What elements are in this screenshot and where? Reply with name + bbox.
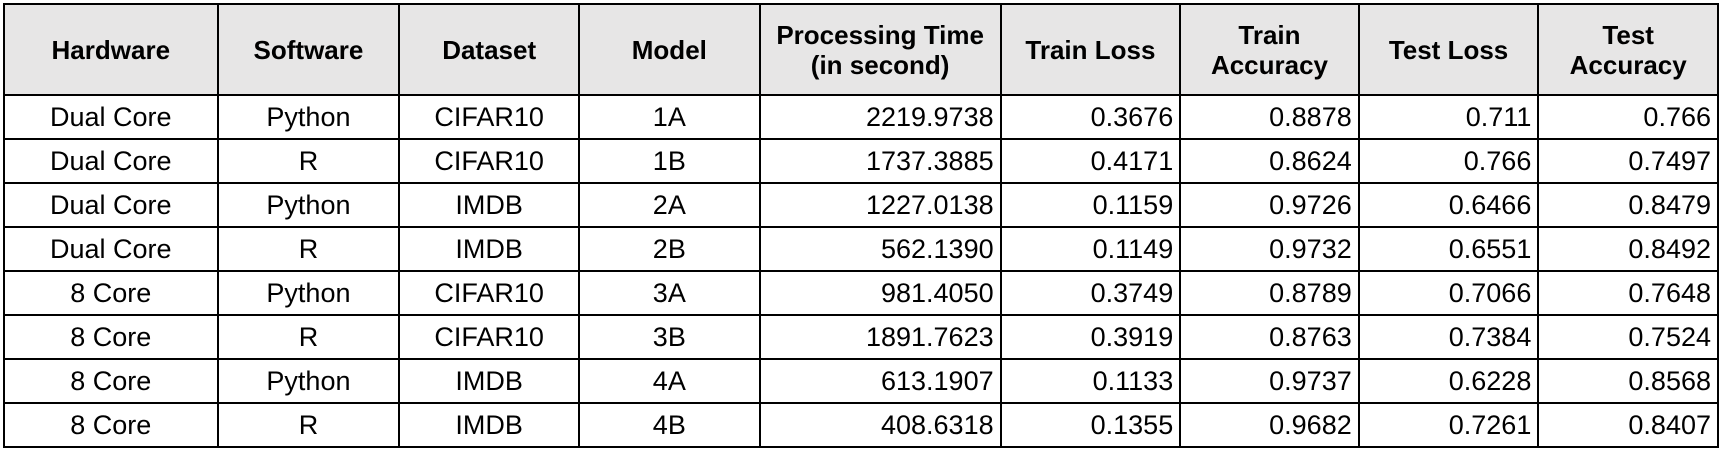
cell-test-loss: 0.7261 [1357,402,1540,448]
cell-hardware: Dual Core [3,138,219,184]
cell-test-accuracy: 0.8479 [1537,182,1719,228]
cell-test-accuracy: 0.766 [1537,94,1719,140]
cell-hardware: Dual Core [3,182,219,228]
cell-dataset: IMDB [398,182,580,228]
cell-test-accuracy: 0.7524 [1537,314,1719,360]
header-processing-time: Processing Time (in second) [758,3,1002,96]
cell-test-loss: 0.711 [1357,94,1540,140]
header-test-accuracy: Test Accuracy [1537,3,1719,96]
cell-train-accuracy: 0.8878 [1179,94,1360,140]
table-row: 8 Core Python IMDB 4A 613.1907 0.1133 0.… [3,358,1719,404]
cell-processing-time: 562.1390 [758,226,1002,272]
cell-test-accuracy: 0.8568 [1537,358,1719,404]
header-train-accuracy: Train Accuracy [1179,3,1360,96]
cell-processing-time: 1227.0138 [758,182,1002,228]
cell-train-loss: 0.1355 [999,402,1182,448]
cell-hardware: 8 Core [3,402,219,448]
cell-software: R [216,226,401,272]
header-test-loss: Test Loss [1357,3,1540,96]
cell-hardware: 8 Core [3,270,219,316]
header-software: Software [216,3,401,96]
cell-test-loss: 0.766 [1357,138,1540,184]
cell-software: R [216,138,401,184]
cell-hardware: 8 Core [3,314,219,360]
cell-dataset: IMDB [398,358,580,404]
cell-software: Python [216,358,401,404]
table-header-row: Hardware Software Dataset Model Processi… [3,3,1719,96]
cell-train-accuracy: 0.9726 [1179,182,1360,228]
header-model: Model [577,3,761,96]
cell-dataset: CIFAR10 [398,94,580,140]
cell-processing-time: 408.6318 [758,402,1002,448]
cell-dataset: IMDB [398,402,580,448]
cell-train-loss: 0.3749 [999,270,1182,316]
cell-software: Python [216,270,401,316]
cell-processing-time: 2219.9738 [758,94,1002,140]
cell-processing-time: 1891.7623 [758,314,1002,360]
cell-train-loss: 0.4171 [999,138,1182,184]
cell-train-accuracy: 0.9737 [1179,358,1360,404]
cell-test-accuracy: 0.8407 [1537,402,1719,448]
cell-dataset: CIFAR10 [398,314,580,360]
cell-dataset: CIFAR10 [398,270,580,316]
cell-test-accuracy: 0.8492 [1537,226,1719,272]
table-row: Dual Core Python CIFAR10 1A 2219.9738 0.… [3,94,1719,140]
cell-train-accuracy: 0.9682 [1179,402,1360,448]
cell-train-loss: 0.3676 [999,94,1182,140]
cell-train-loss: 0.1159 [999,182,1182,228]
cell-software: R [216,314,401,360]
cell-model: 2B [577,226,761,272]
results-table: Hardware Software Dataset Model Processi… [3,3,1719,448]
header-dataset: Dataset [398,3,580,96]
cell-train-accuracy: 0.8624 [1179,138,1360,184]
cell-dataset: IMDB [398,226,580,272]
cell-processing-time: 1737.3885 [758,138,1002,184]
cell-software: Python [216,182,401,228]
table-row: Dual Core Python IMDB 2A 1227.0138 0.115… [3,182,1719,228]
cell-model: 3B [577,314,761,360]
cell-processing-time: 981.4050 [758,270,1002,316]
cell-model: 2A [577,182,761,228]
cell-model: 3A [577,270,761,316]
header-train-loss: Train Loss [999,3,1182,96]
cell-test-loss: 0.7066 [1357,270,1540,316]
header-hardware: Hardware [3,3,219,96]
cell-model: 4B [577,402,761,448]
cell-test-loss: 0.7384 [1357,314,1540,360]
cell-hardware: 8 Core [3,358,219,404]
cell-software: Python [216,94,401,140]
table-row: 8 Core R CIFAR10 3B 1891.7623 0.3919 0.8… [3,314,1719,360]
cell-software: R [216,402,401,448]
cell-processing-time: 613.1907 [758,358,1002,404]
cell-dataset: CIFAR10 [398,138,580,184]
cell-model: 4A [577,358,761,404]
table-row: Dual Core R IMDB 2B 562.1390 0.1149 0.97… [3,226,1719,272]
results-table-container: Hardware Software Dataset Model Processi… [3,3,1719,448]
cell-hardware: Dual Core [3,226,219,272]
table-row: Dual Core R CIFAR10 1B 1737.3885 0.4171 … [3,138,1719,184]
cell-train-accuracy: 0.8763 [1179,314,1360,360]
cell-train-accuracy: 0.8789 [1179,270,1360,316]
cell-train-loss: 0.1149 [999,226,1182,272]
cell-test-accuracy: 0.7648 [1537,270,1719,316]
table-row: 8 Core R IMDB 4B 408.6318 0.1355 0.9682 … [3,402,1719,448]
cell-test-loss: 0.6466 [1357,182,1540,228]
cell-train-loss: 0.1133 [999,358,1182,404]
cell-test-accuracy: 0.7497 [1537,138,1719,184]
cell-model: 1B [577,138,761,184]
cell-train-loss: 0.3919 [999,314,1182,360]
table-row: 8 Core Python CIFAR10 3A 981.4050 0.3749… [3,270,1719,316]
cell-model: 1A [577,94,761,140]
cell-train-accuracy: 0.9732 [1179,226,1360,272]
cell-test-loss: 0.6228 [1357,358,1540,404]
cell-test-loss: 0.6551 [1357,226,1540,272]
cell-hardware: Dual Core [3,94,219,140]
